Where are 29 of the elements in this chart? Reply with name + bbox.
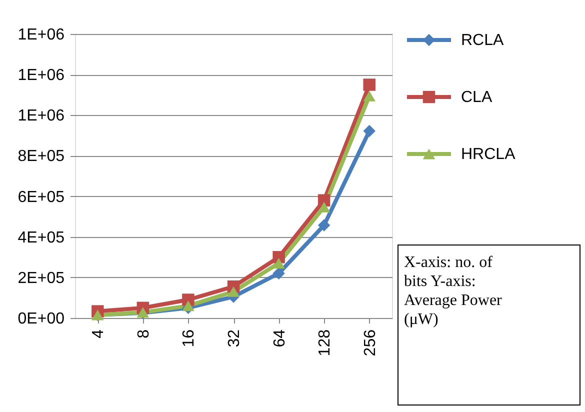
x-tick-label: 16: [180, 329, 198, 348]
point: [272, 258, 285, 269]
x-tick-label: 128: [316, 329, 334, 356]
y-tick-label: 0E+00: [18, 310, 65, 328]
x-tick-label: 8: [135, 329, 152, 338]
x-tick-label: 256: [362, 329, 379, 356]
legend-label: CLA: [461, 89, 492, 106]
point: [363, 124, 376, 138]
x-tick-label: 32: [226, 329, 243, 348]
y-tick-label: 1E+06: [18, 26, 65, 44]
point: [227, 286, 240, 297]
legend-label: RCLA: [461, 32, 504, 49]
y-tick-label: 1E+06: [18, 108, 65, 125]
text: X-axis: no. of bits Y-axis: Average Power (μW): [404, 254, 503, 328]
y-tick-label: 4E+05: [18, 229, 65, 246]
point: [363, 90, 376, 102]
y-tick-label: 2E+05: [18, 270, 65, 287]
point: [318, 219, 330, 232]
x-tick-label: 4: [90, 329, 108, 338]
legend-label: HRCLA: [461, 146, 516, 163]
point: [272, 267, 285, 280]
y-tick-label: 8E+05: [18, 148, 65, 166]
y-tick-label: 6E+05: [18, 188, 65, 206]
x-tick-label: 64: [271, 329, 288, 348]
y-tick-label: 1E+06: [18, 67, 65, 84]
point: [318, 202, 330, 212]
point: [182, 300, 194, 312]
point: [318, 194, 330, 206]
point: [363, 78, 376, 91]
